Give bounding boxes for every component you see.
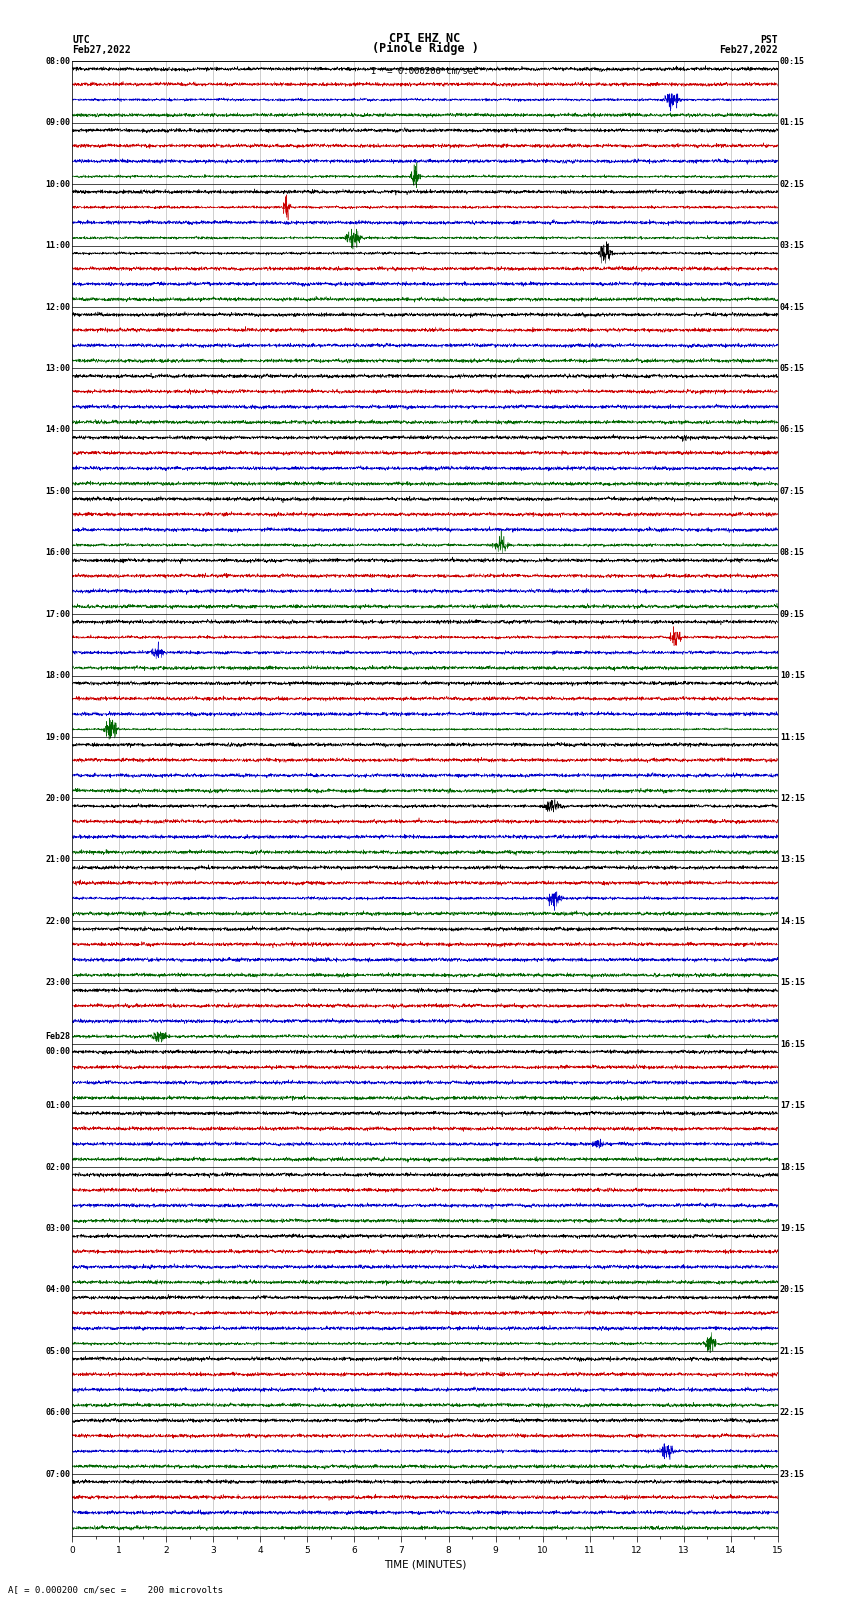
Text: 22:15: 22:15 (779, 1408, 805, 1418)
Text: 18:15: 18:15 (779, 1163, 805, 1171)
Text: 13:15: 13:15 (779, 855, 805, 865)
Text: Feb27,2022: Feb27,2022 (72, 45, 131, 55)
Text: 07:00: 07:00 (45, 1469, 71, 1479)
Text: UTC: UTC (72, 35, 90, 45)
Text: 00:00: 00:00 (45, 1047, 71, 1057)
Text: 00:15: 00:15 (779, 56, 805, 66)
Text: 03:00: 03:00 (45, 1224, 71, 1232)
Text: 16:15: 16:15 (779, 1040, 805, 1048)
Text: 04:15: 04:15 (779, 303, 805, 311)
Text: 04:00: 04:00 (45, 1286, 71, 1294)
Text: 02:00: 02:00 (45, 1163, 71, 1171)
Text: 12:15: 12:15 (779, 794, 805, 803)
Text: 16:00: 16:00 (45, 548, 71, 556)
Text: 19:00: 19:00 (45, 732, 71, 742)
Text: 17:00: 17:00 (45, 610, 71, 619)
X-axis label: TIME (MINUTES): TIME (MINUTES) (384, 1560, 466, 1569)
Text: 14:15: 14:15 (779, 916, 805, 926)
Text: 03:15: 03:15 (779, 240, 805, 250)
Text: 15:15: 15:15 (779, 977, 805, 987)
Text: 15:00: 15:00 (45, 487, 71, 495)
Text: Feb28: Feb28 (45, 1032, 71, 1042)
Text: 11:15: 11:15 (779, 732, 805, 742)
Text: 18:00: 18:00 (45, 671, 71, 681)
Text: 23:00: 23:00 (45, 977, 71, 987)
Text: 02:15: 02:15 (779, 179, 805, 189)
Text: 01:00: 01:00 (45, 1102, 71, 1110)
Text: 19:15: 19:15 (779, 1224, 805, 1232)
Text: 20:00: 20:00 (45, 794, 71, 803)
Text: 08:00: 08:00 (45, 56, 71, 66)
Text: CPI EHZ NC: CPI EHZ NC (389, 32, 461, 45)
Text: 09:15: 09:15 (779, 610, 805, 619)
Text: 12:00: 12:00 (45, 303, 71, 311)
Text: 22:00: 22:00 (45, 916, 71, 926)
Text: 06:15: 06:15 (779, 426, 805, 434)
Text: 10:15: 10:15 (779, 671, 805, 681)
Text: 11:00: 11:00 (45, 240, 71, 250)
Text: 21:00: 21:00 (45, 855, 71, 865)
Text: 23:15: 23:15 (779, 1469, 805, 1479)
Text: 10:00: 10:00 (45, 179, 71, 189)
Text: 21:15: 21:15 (779, 1347, 805, 1357)
Text: 08:15: 08:15 (779, 548, 805, 556)
Text: (Pinole Ridge ): (Pinole Ridge ) (371, 42, 479, 55)
Text: Feb27,2022: Feb27,2022 (719, 45, 778, 55)
Text: 07:15: 07:15 (779, 487, 805, 495)
Text: PST: PST (760, 35, 778, 45)
Text: 01:15: 01:15 (779, 118, 805, 127)
Text: 09:00: 09:00 (45, 118, 71, 127)
Text: 20:15: 20:15 (779, 1286, 805, 1294)
Text: 05:00: 05:00 (45, 1347, 71, 1357)
Text: 14:00: 14:00 (45, 426, 71, 434)
Text: 13:00: 13:00 (45, 365, 71, 373)
Text: 06:00: 06:00 (45, 1408, 71, 1418)
Text: I  = 0.000200 cm/sec: I = 0.000200 cm/sec (371, 66, 479, 76)
Text: A[ = 0.000200 cm/sec =    200 microvolts: A[ = 0.000200 cm/sec = 200 microvolts (8, 1584, 224, 1594)
Text: 17:15: 17:15 (779, 1102, 805, 1110)
Text: 05:15: 05:15 (779, 365, 805, 373)
